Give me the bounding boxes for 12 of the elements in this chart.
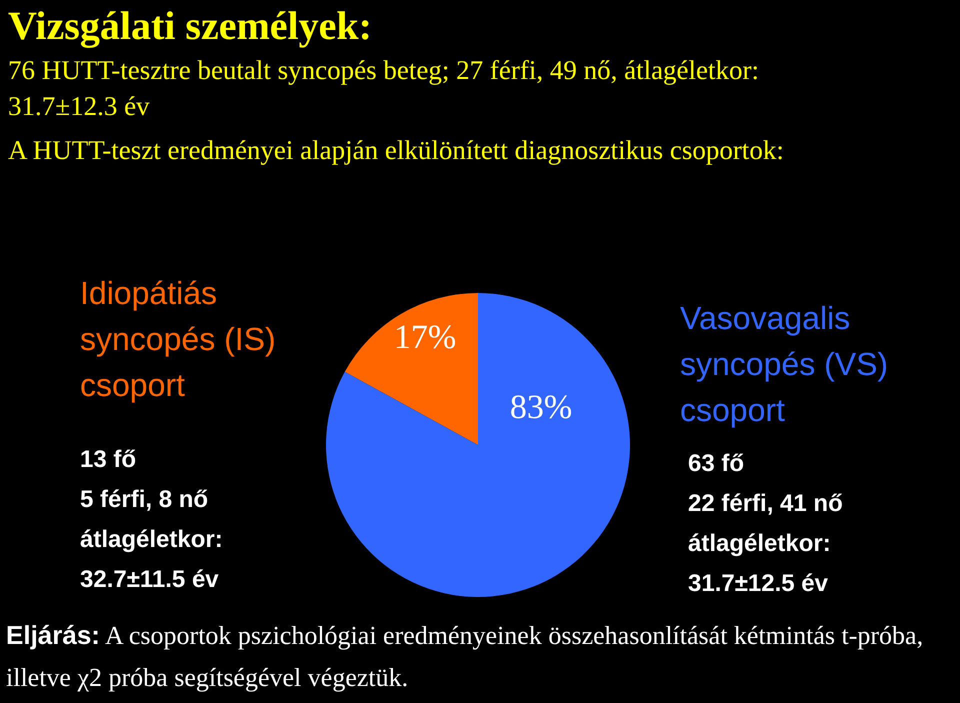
data-label: 83%	[510, 388, 572, 426]
pie-slice	[326, 293, 630, 597]
pie-slice	[344, 293, 478, 445]
text: 63 fő 22 férfi, 41 nő átlagéletkor: 31.7±12.5 év	[688, 449, 843, 599]
slice-label: Vasovagalis syncopés (VS) csoport	[680, 299, 890, 430]
text: 13 fő 5 férfi, 8 nő átlagéletkor: 32.7±11.5 év	[80, 445, 223, 595]
slice-label: Idiopátiás syncopés (IS) csoport	[80, 274, 277, 405]
text: Eljárás:	[6, 620, 100, 650]
chart-title: Vizsgálati személyek:	[8, 2, 372, 49]
text: A HUTT-teszt eredményei alapján elkülönített diagnosztikus csoportok:	[8, 134, 785, 167]
data-label: 17%	[394, 318, 456, 356]
chart-subtitle: 76 HUTT-tesztre beutalt syncopés beteg; 27 férfi, 49 nő, átlagéletkor: 31.7±12.3 év	[8, 54, 760, 123]
